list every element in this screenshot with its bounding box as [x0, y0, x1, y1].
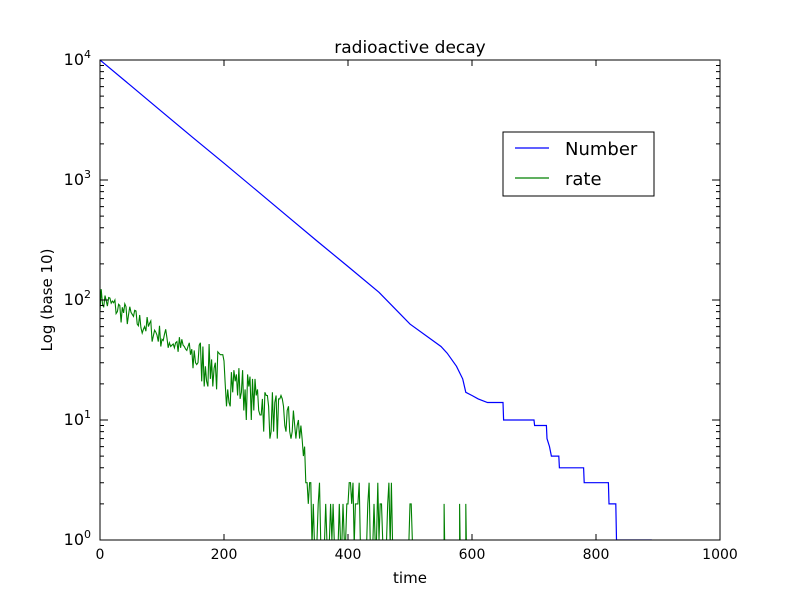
x-tick-label: 800: [583, 547, 610, 563]
series-layer: [100, 60, 652, 540]
x-tick-label: 400: [335, 547, 362, 563]
x-tick-label: 0: [96, 547, 105, 563]
y-tick-base: 10: [64, 50, 84, 69]
y-tick-exponent: 4: [84, 48, 91, 61]
series-line-rate: [100, 289, 467, 540]
y-tick-base: 10: [64, 530, 84, 549]
y-tick-label: 103: [64, 168, 91, 189]
chart-title: radioactive decay: [334, 38, 485, 58]
y-tick-label: 100: [64, 528, 91, 549]
y-tick-label: 102: [64, 288, 91, 309]
legend-label-number: Number: [565, 139, 638, 160]
y-axis-label: Log (base 10): [38, 249, 56, 352]
series-line-number: [100, 60, 652, 540]
y-tick-label: 101: [64, 408, 91, 429]
x-tick-label: 1000: [702, 547, 738, 563]
x-axis-label: time: [393, 569, 427, 587]
legend-label-rate: rate: [565, 169, 602, 190]
y-tick-base: 10: [64, 290, 84, 309]
y-tick-exponent: 2: [84, 288, 91, 301]
y-tick-base: 10: [64, 170, 84, 189]
x-tick-label: 200: [211, 547, 238, 563]
y-tick-label: 104: [64, 48, 91, 69]
y-tick-exponent: 0: [84, 528, 91, 541]
y-tick-base: 10: [64, 410, 84, 429]
x-tick-label: 600: [459, 547, 486, 563]
y-tick-exponent: 3: [84, 168, 91, 181]
y-tick-exponent: 1: [84, 408, 91, 421]
legend: Number rate: [502, 131, 655, 197]
legend-box: [502, 131, 655, 197]
